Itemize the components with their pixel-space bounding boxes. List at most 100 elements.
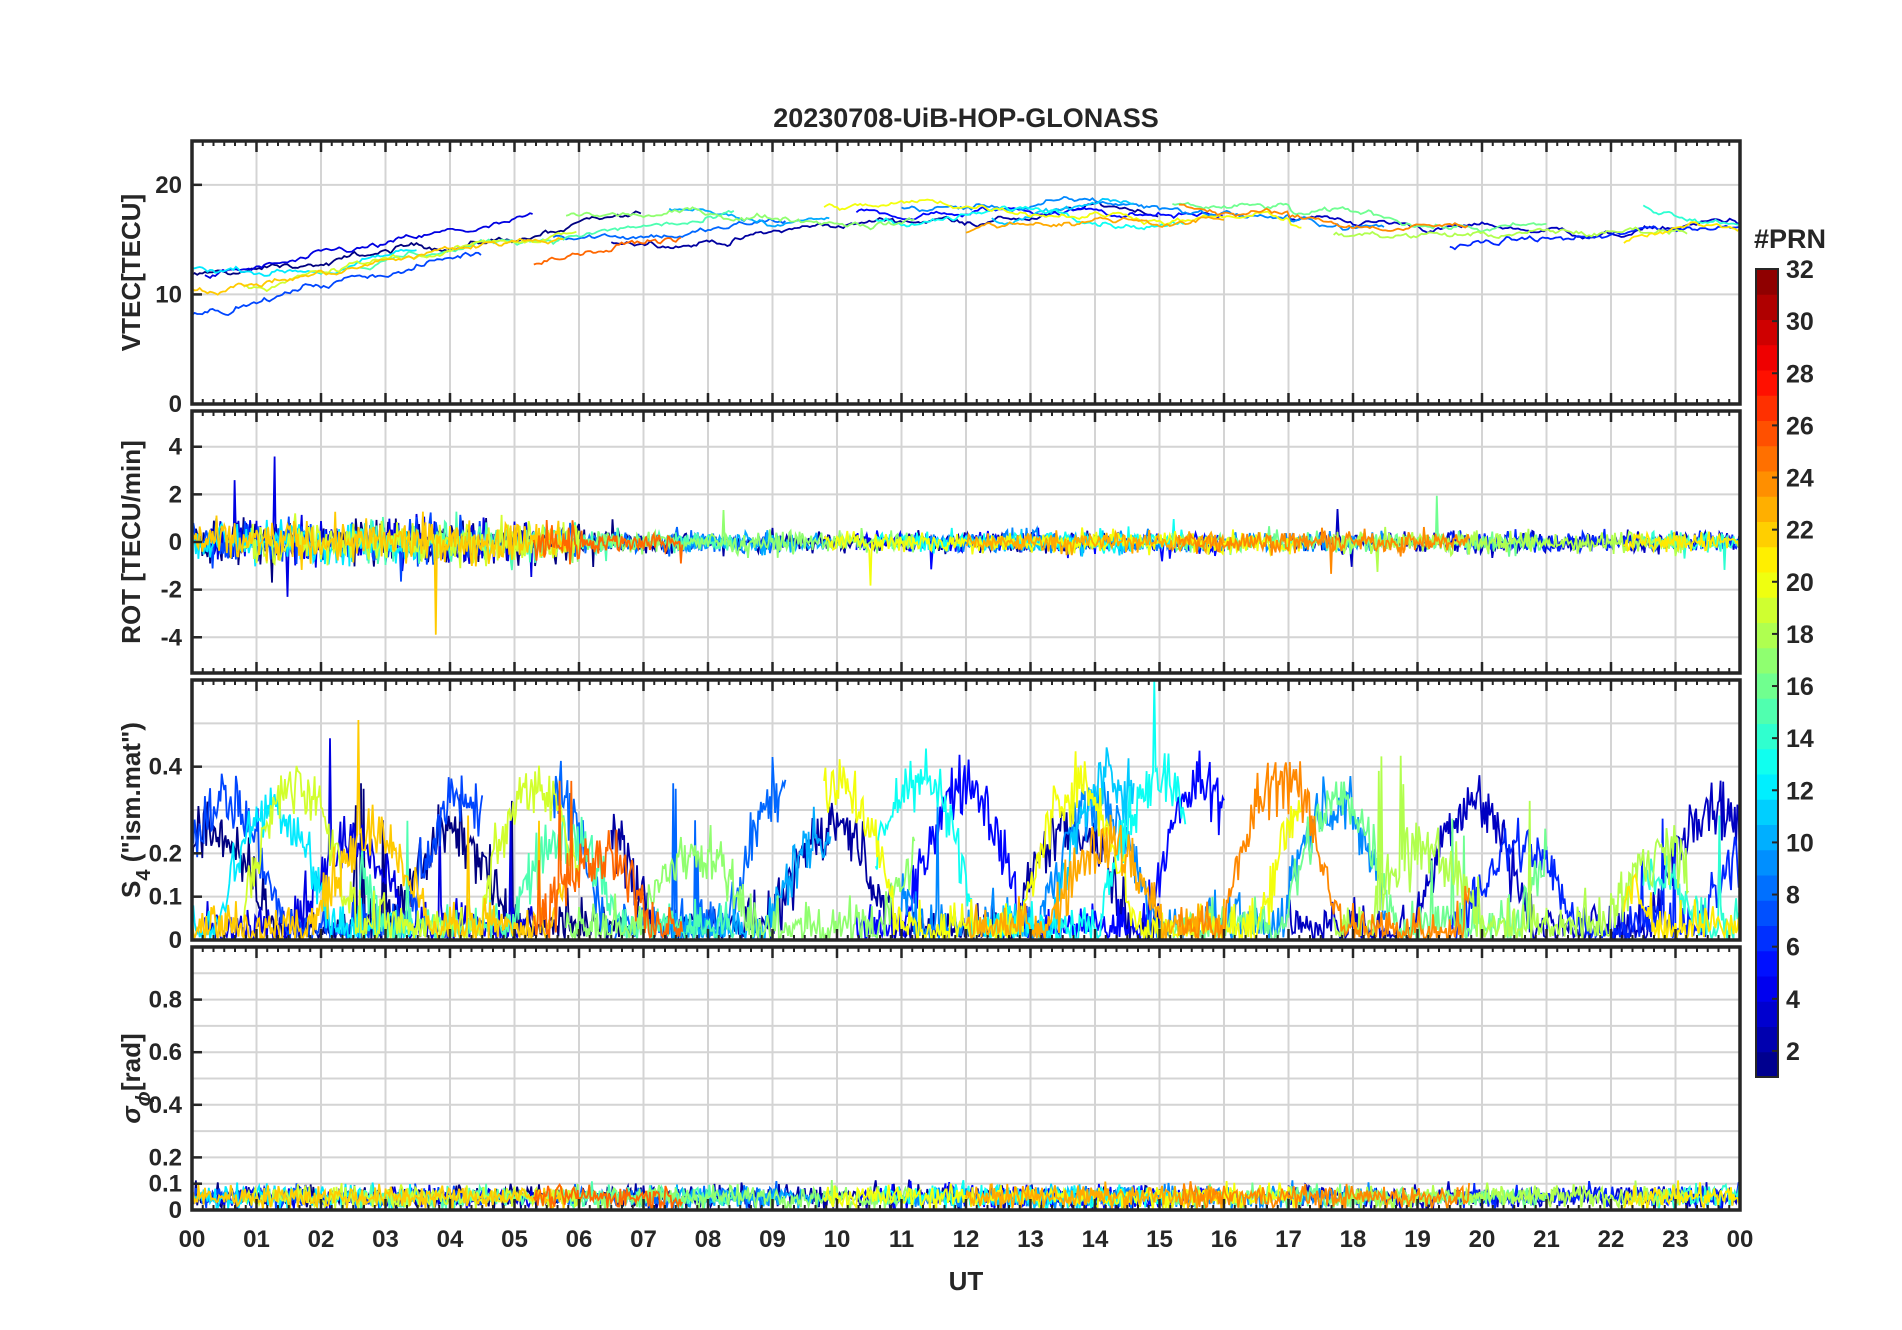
colorbar-swatch <box>1756 471 1778 497</box>
colorbar-tick-label: 6 <box>1786 934 1800 962</box>
colorbar-tick-label: 4 <box>1786 986 1800 1014</box>
colorbar-swatch <box>1756 1051 1778 1078</box>
traces-s4 <box>192 680 1740 940</box>
y-tick-label: 0 <box>169 529 182 556</box>
x-tick-label: 06 <box>566 1226 593 1253</box>
series-line-prn-18 <box>1333 226 1688 239</box>
colorbar-swatch <box>1756 900 1778 926</box>
series-line-prn-11 <box>991 747 1135 940</box>
series-line-prn-1 <box>192 210 642 276</box>
x-tick-label: 12 <box>953 1226 980 1253</box>
series-line-prn-23 <box>965 529 1225 556</box>
y-axis-label-s4: S4 ("ism.mat") <box>116 722 155 898</box>
series-line-prn-19 <box>242 765 580 940</box>
y-tick-label: 0.1 <box>149 1171 182 1198</box>
colorbar-swatch <box>1756 774 1778 800</box>
x-tick-label: 13 <box>1017 1226 1044 1253</box>
colorbar-swatch <box>1756 597 1778 623</box>
chart-title: 20230708-UiB-HOP-GLONASS <box>773 103 1159 133</box>
x-axis: 00 01 02 03 04 05 06 07 08 09 10 11 12 13 14 15 16 17 18 19… <box>179 1226 1754 1253</box>
panel-sigma: 00.10.2 0.4 0.6 0.8 σϕ[rad] <box>116 945 1742 1224</box>
colorbar-tick-label: 22 <box>1786 517 1814 545</box>
colorbar-swatch <box>1756 875 1778 901</box>
colorbar-tick-label: 30 <box>1786 308 1814 336</box>
colorbar-swatch <box>1756 976 1778 1002</box>
colorbar-swatch <box>1756 1026 1778 1053</box>
colorbar-swatch <box>1756 269 1778 295</box>
colorbar-tick-label: 32 <box>1786 256 1814 284</box>
series-line-prn-6 <box>1449 224 1739 251</box>
x-tick-label: 17 <box>1275 1226 1302 1253</box>
y-tick-label: -4 <box>161 624 183 651</box>
x-axis-label: UT <box>949 1266 984 1296</box>
x-tick-label: 04 <box>437 1226 464 1253</box>
panel-vtec: 0 10 20 VTEC[TECU] <box>116 139 1742 418</box>
y-tick-label: 0.2 <box>149 1144 182 1171</box>
series-line-prn-25 <box>533 236 682 266</box>
colorbar-swatch <box>1756 496 1778 522</box>
series-line-prn-22 <box>192 1183 567 1210</box>
series-line-prn-25 <box>532 780 684 940</box>
colorbar-swatch <box>1756 370 1778 396</box>
series-line-prn-17 <box>565 509 916 564</box>
x-tick-label: 00 <box>1727 1226 1754 1253</box>
x-tick-label: 07 <box>630 1226 657 1253</box>
x-tick-label: 08 <box>695 1226 722 1253</box>
x-tick-label: 05 <box>501 1226 528 1253</box>
panel-frame <box>190 945 1742 1212</box>
x-tick-label: 21 <box>1533 1226 1560 1253</box>
colorbar-tick-label: 12 <box>1786 777 1814 805</box>
series-line-prn-25 <box>532 519 684 565</box>
colorbar-swatch <box>1756 673 1778 699</box>
series-line-prn-23 <box>965 216 1225 234</box>
colorbar-swatch <box>1756 698 1778 724</box>
series-line-prn-22 <box>192 719 567 940</box>
y-tick-label: 0 <box>169 391 182 418</box>
series-line-prn-20 <box>823 527 1303 586</box>
colorbar-swatch <box>1756 950 1778 977</box>
series-line-prn-13 <box>875 205 1186 231</box>
panel-frame <box>190 678 1742 942</box>
x-tick-label: 18 <box>1340 1226 1367 1253</box>
series-line-prn-25 <box>532 1182 684 1210</box>
series-line-prn-3 <box>1287 775 1740 940</box>
colorbar-swatch <box>1756 925 1778 952</box>
colorbar-swatch <box>1756 294 1778 320</box>
y-tick-label: 0.2 <box>149 840 182 867</box>
colorbar-swatch <box>1756 748 1778 775</box>
series-line-prn-8 <box>552 217 786 241</box>
colorbar-swatch <box>1756 1001 1778 1027</box>
x-tick-label: 10 <box>824 1226 851 1253</box>
y-tick-label: 0.4 <box>149 1092 183 1119</box>
x-tick-label: 03 <box>372 1226 399 1253</box>
x-tick-label: 16 <box>1211 1226 1238 1253</box>
series-line-prn-14 <box>1642 1182 1740 1210</box>
series-line-prn-24 <box>1178 761 1470 940</box>
colorbar-tick-label: 20 <box>1786 569 1814 597</box>
x-tick-label: 20 <box>1469 1226 1496 1253</box>
series-line-prn-11 <box>991 197 1134 226</box>
series-line-prn-14 <box>1642 815 1740 940</box>
colorbar-frame <box>1755 268 1779 1078</box>
colorbar-tick-label: 28 <box>1786 360 1814 388</box>
series-line-prn-16 <box>1172 201 1547 233</box>
colorbar-swatch <box>1756 799 1778 825</box>
y-tick-label: 0.8 <box>149 987 182 1014</box>
colorbar-swatch <box>1756 344 1778 371</box>
colorbar-tick-label: 24 <box>1786 465 1814 493</box>
colorbar-swatch <box>1756 445 1778 472</box>
colorbar-swatch <box>1756 546 1778 573</box>
y-axis-label-vtec: VTEC[TECU] <box>116 194 146 351</box>
series-line-prn-21 <box>1623 872 1740 940</box>
colorbar-swatch <box>1756 647 1778 674</box>
series-line-prn-22 <box>192 511 567 635</box>
colorbar-tick-label: 18 <box>1786 621 1814 649</box>
y-tick-label: -2 <box>161 577 182 604</box>
y-tick-label: 0.1 <box>149 884 182 911</box>
colorbar-tick-label: 2 <box>1786 1038 1800 1066</box>
series-line-prn-22 <box>192 236 564 296</box>
colorbar-swatch <box>1756 824 1778 851</box>
